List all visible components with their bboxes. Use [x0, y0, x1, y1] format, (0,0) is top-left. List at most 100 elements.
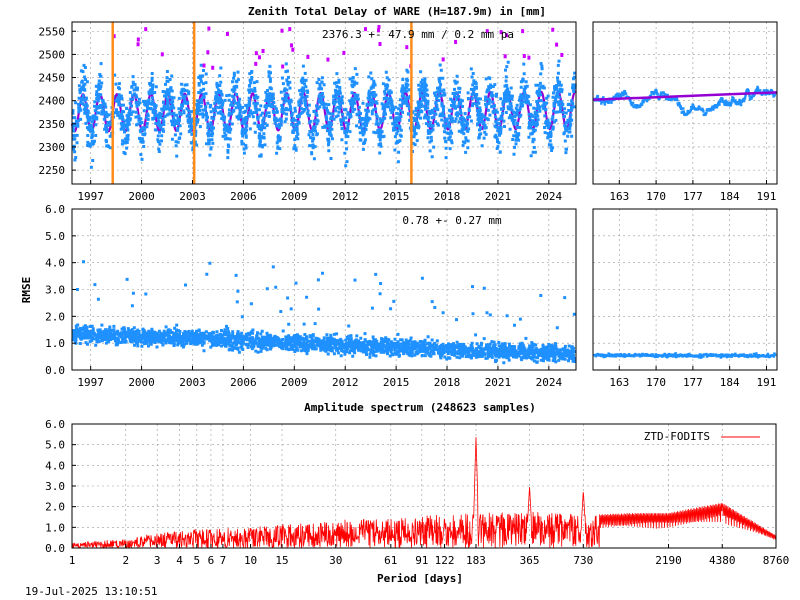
rmse-ytick-label: 1.0: [45, 337, 65, 350]
ztd-outlier-mark: [522, 54, 526, 59]
spectrum-xtick-label: 91: [415, 554, 428, 567]
spectrum-xtick-label: 1: [69, 554, 76, 567]
rmse-annotation: 0.78 +- 0.27 mm: [402, 214, 502, 227]
ztd-outlier-mark: [281, 64, 285, 69]
spectrum-line: [71, 437, 777, 550]
ztd-xtick-label: 2015: [383, 190, 410, 203]
spectrum-ytick-label: 5.0: [45, 439, 65, 452]
ztd-ytick-label: 2350: [39, 118, 66, 131]
ztd-outlier-mark: [144, 27, 148, 32]
ztd-zoom-xtick-label: 184: [720, 190, 740, 203]
rmse-ylabel: RMSE: [20, 277, 33, 304]
ztd-panel: 1997 2000 2003 2006 2009 2012 2015 2018 2021 2024…: [39, 21, 577, 203]
ztd-xtick-label: 2012: [332, 190, 359, 203]
rmse-ytick-label: 0.0: [45, 364, 65, 377]
ztd-data-points: [71, 59, 577, 169]
spectrum-legend-label: ZTD-FODITS: [644, 430, 710, 443]
ztd-plot-frame: [71, 21, 577, 185]
ztd-zoom-points: [593, 85, 777, 117]
spectrum-xtick-label: 183: [466, 554, 486, 567]
ztd-outlier-mark: [290, 43, 294, 48]
spectrum-ytick-label: 6.0: [45, 418, 65, 431]
spectrum-xtick-label: 30: [329, 554, 342, 567]
ztd-xtick-label: 2018: [434, 190, 461, 203]
ztd-ytick-label: 2450: [39, 72, 66, 85]
ztd-zoom-fit: [592, 91, 778, 102]
spectrum-xtick-label: 8760: [763, 554, 790, 567]
ztd-outlier-mark: [326, 57, 330, 62]
spectrum-xtick-label: 122: [435, 554, 455, 567]
spectrum-xlabel: Period [days]: [377, 572, 463, 585]
spectrum-xtick-label: 2190: [655, 554, 682, 567]
ztd-outlier-mark: [225, 31, 229, 36]
ztd-outlier-mark: [202, 63, 206, 68]
rmse-data-points: [71, 260, 577, 365]
ztd-outlier-mark: [112, 34, 116, 39]
spectrum-ytick-label: 3.0: [45, 480, 65, 493]
rmse-xtick-label: 2012: [332, 376, 359, 389]
ztd-xtick-label: 2003: [179, 190, 206, 203]
rmse-ytick-label: 2.0: [45, 310, 65, 323]
ztd-outlier-mark: [280, 28, 284, 33]
ztd-outlier-mark: [306, 54, 310, 59]
spectrum-xtick-label: 61: [384, 554, 397, 567]
spectrum-ytick-label: 2.0: [45, 501, 65, 514]
rmse-zoom-xtick-label: 191: [757, 376, 777, 389]
rmse-xtick-label: 2018: [434, 376, 461, 389]
rmse-zoom-points: [593, 352, 777, 359]
ztd-zoom-panel: 163 170 177 184 191: [592, 21, 778, 203]
rmse-zoom-xtick-label: 170: [646, 376, 666, 389]
rmse-plot-frame: [71, 208, 577, 371]
rmse-xtick-label: 2015: [383, 376, 410, 389]
spectrum-series-ztd-fodits: [71, 437, 777, 550]
ztd-xtick-label: 2000: [128, 190, 155, 203]
rmse-xtick-label: 2021: [485, 376, 512, 389]
spectrum-xtick-label: 15: [275, 554, 288, 567]
rmse-xtick-label: 2024: [536, 376, 563, 389]
ztd-outlier-mark: [503, 54, 507, 59]
rmse-ytick-label: 3.0: [45, 284, 65, 297]
rmse-xtick-label: 1997: [77, 376, 104, 389]
ztd-outlier-mark: [288, 27, 292, 32]
rmse-zoom-xtick-label: 177: [683, 376, 703, 389]
rmse-zoom-xtick-label: 163: [609, 376, 629, 389]
ztd-ytick-label: 2250: [39, 164, 66, 177]
rmse-ytick-label: 4.0: [45, 257, 65, 270]
spectrum-title: Amplitude spectrum (248623 samples): [304, 401, 536, 414]
ztd-outlier-mark: [454, 39, 458, 44]
ztd-annotation: 2376.3 +- 47.9 mm / 0.2 mm pa: [322, 28, 514, 41]
ztd-zoom-xtick-label: 163: [609, 190, 629, 203]
rmse-ytick-label: 6.0: [45, 203, 65, 216]
ztd-xtick-label: 2021: [485, 190, 512, 203]
spectrum-xtick-label: 2: [122, 554, 129, 567]
spectrum-plot-frame: [71, 423, 777, 549]
ztd-outlier-mark: [363, 27, 367, 32]
ztd-zoom-xtick-label: 177: [683, 190, 703, 203]
spectrum-xtick-label: 3: [154, 554, 161, 567]
ztd-outlier-mark: [160, 52, 164, 57]
ztd-outlier-mark: [505, 33, 509, 38]
rmse-xtick-label: 2003: [179, 376, 206, 389]
spectrum-ytick-label: 0.0: [45, 542, 65, 555]
spectrum-xtick-label: 4380: [709, 554, 736, 567]
ztd-xtick-label: 2009: [281, 190, 308, 203]
ztd-outlier-mark: [257, 55, 261, 60]
spectrum-ytick-label: 1.0: [45, 521, 65, 534]
ztd-outlier-mark: [521, 29, 525, 34]
rmse-xtick-label: 2000: [128, 376, 155, 389]
ztd-outlier-mark: [485, 29, 489, 34]
ztd-outlier-mark: [378, 42, 382, 47]
ztd-outlier-mark: [136, 37, 140, 42]
ztd-outlier-mark: [291, 47, 295, 52]
rmse-zoom-panel: 163 170 177 184 191: [592, 208, 778, 389]
rmse-xtick-label: 2009: [281, 376, 308, 389]
spectrum-xtick-label: 7: [220, 554, 227, 567]
ztd-outlier-mark: [376, 28, 380, 33]
ztd-outlier-mark: [405, 45, 409, 50]
spectrum-xtick-label: 4: [176, 554, 183, 567]
ztd-ytick-label: 2400: [39, 95, 66, 108]
spectrum-xtick-label: 10: [244, 554, 257, 567]
spectrum-panel: 1 2 3 4 5 6 7 10 15 30 61 91 122 183 365 730 2190 4380 876…: [45, 418, 789, 585]
ztd-outlier-mark: [441, 57, 445, 62]
